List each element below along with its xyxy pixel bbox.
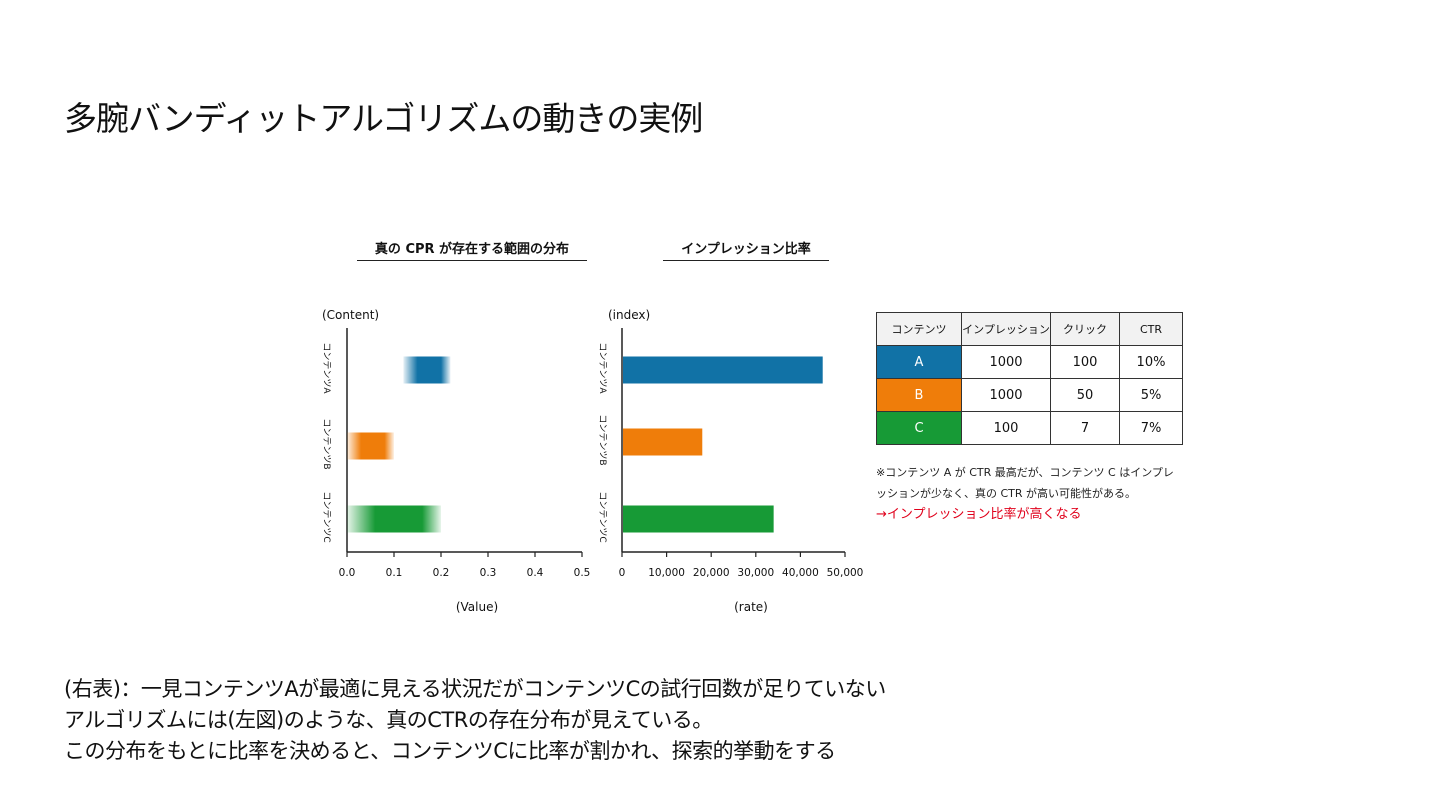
cpr-range-bar — [403, 356, 451, 384]
impression-chart-title: インプレッション比率 — [663, 238, 829, 261]
category-label: コンテンツA — [321, 342, 332, 394]
ctr-table: コンテンツ インプレッション クリック CTR A 1000 100 10% B… — [876, 312, 1183, 445]
note-line-1: ※コンテンツ A が CTR 最高だが、コンテンツ C はインプレ — [876, 466, 1174, 479]
header-ctr: CTR — [1119, 312, 1183, 346]
x-tick-label: 20,000 — [693, 567, 730, 579]
table-header-row: コンテンツ インプレッション クリック CTR — [876, 312, 1183, 346]
ctr-cell: 10% — [1119, 345, 1183, 379]
impressions-cell: 1000 — [961, 345, 1051, 379]
x-tick-label: 50,000 — [827, 567, 864, 579]
x-tick-label: 0 — [619, 567, 626, 579]
x-axis-label: (Value) — [456, 600, 498, 614]
impression-bar — [623, 428, 703, 456]
clicks-cell: 7 — [1050, 411, 1120, 445]
x-tick-label: 40,000 — [782, 567, 819, 579]
explanation-text: (右表)：一見コンテンツAが最適に見える状況だがコンテンツCの試行回数が足りてい… — [64, 674, 886, 767]
table-row: B 1000 50 5% — [876, 378, 1183, 412]
cpr-range-bar — [347, 432, 394, 460]
category-label: コンテンツB — [321, 418, 332, 469]
impression-bar — [623, 505, 774, 533]
cpr-range-bar — [347, 505, 441, 533]
explanation-line-3: この分布をもとに比率を決めると、コンテンツCに比率が割かれ、探索的挙動をする — [64, 739, 836, 763]
explanation-line-2: アルゴリズムには(左図)のような、真のCTRの存在分布が見えている。 — [64, 708, 713, 732]
category-label: コンテンツC — [597, 491, 608, 542]
x-tick-label: 0.0 — [339, 567, 356, 579]
header-impressions: インプレッション — [961, 312, 1051, 346]
content-label-cell: A — [876, 345, 962, 379]
clicks-cell: 100 — [1050, 345, 1120, 379]
x-axis-label: (rate) — [734, 600, 768, 614]
table-note: ※コンテンツ A が CTR 最高だが、コンテンツ C はインプレ ッションが少… — [876, 462, 1206, 525]
x-tick-label: 0.5 — [574, 567, 591, 579]
ctr-cell: 5% — [1119, 378, 1183, 412]
x-tick-label: 10,000 — [648, 567, 685, 579]
category-label: コンテンツB — [597, 414, 608, 465]
ctr-cell: 7% — [1119, 411, 1183, 445]
note-highlight: →インプレッション比率が高くなる — [876, 507, 1082, 522]
page-title: 多腕バンディットアルゴリズムの動きの実例 — [64, 99, 703, 138]
impressions-cell: 1000 — [961, 378, 1051, 412]
explanation-line-1: (右表)：一見コンテンツAが最適に見える状況だがコンテンツCの試行回数が足りてい… — [64, 677, 886, 701]
x-tick-label: 0.3 — [480, 567, 497, 579]
impressions-cell: 100 — [961, 411, 1051, 445]
category-label: コンテンツA — [597, 342, 608, 394]
x-tick-label: 0.2 — [433, 567, 450, 579]
x-tick-label: 30,000 — [737, 567, 774, 579]
content-label-cell: B — [876, 378, 962, 412]
header-content: コンテンツ — [876, 312, 962, 346]
cpr-chart-title: 真の CPR が存在する範囲の分布 — [357, 238, 587, 261]
note-line-2: ッションが少なく、真の CTR が高い可能性がある。 — [876, 487, 1137, 500]
y-axis-label: (Content) — [322, 308, 379, 322]
category-label: コンテンツC — [321, 491, 332, 542]
header-clicks: クリック — [1050, 312, 1120, 346]
y-axis-label: (index) — [608, 308, 650, 322]
clicks-cell: 50 — [1050, 378, 1120, 412]
impression-bar — [623, 356, 823, 384]
x-tick-label: 0.1 — [386, 567, 403, 579]
content-label-cell: C — [876, 411, 962, 445]
impression-ratio-chart: (index) (rate) 0 10,000 20,000 30,000 40,000 50… — [597, 308, 864, 614]
table-row: C 100 7 7% — [876, 411, 1183, 445]
x-tick-label: 0.4 — [527, 567, 544, 579]
cpr-range-chart: (Content) (Value) 0.0 0.1 0.2 0.3 0.4 0.5 コンテンツA… — [321, 308, 591, 614]
table-row: A 1000 100 10% — [876, 345, 1183, 379]
